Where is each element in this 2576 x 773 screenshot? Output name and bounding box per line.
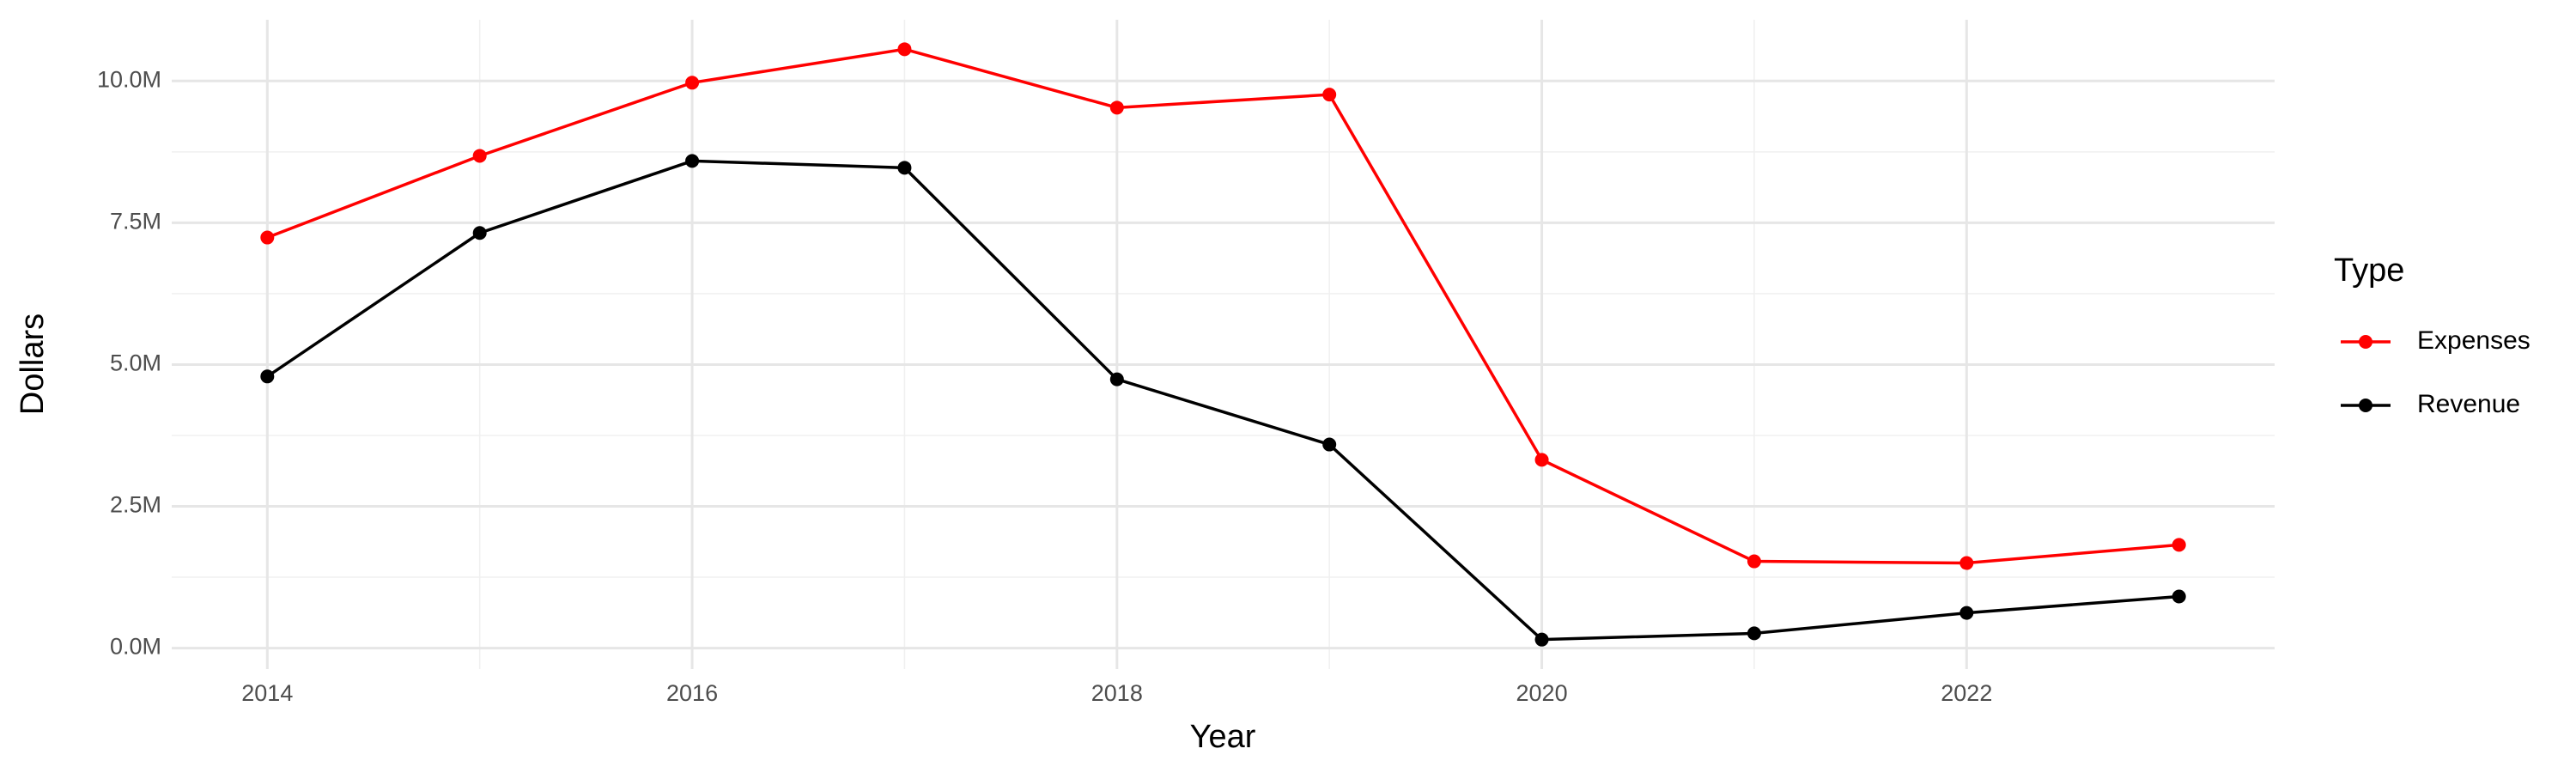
- data-point: [1959, 556, 1974, 570]
- data-point: [1959, 606, 1974, 620]
- x-tick-label: 2020: [1516, 680, 1568, 706]
- data-point: [472, 149, 487, 163]
- series-line: [266, 159, 2179, 642]
- data-point: [1534, 453, 1549, 467]
- data-point: [1534, 632, 1549, 647]
- legend-point: [2359, 399, 2372, 412]
- y-tick-label: 5.0M: [110, 350, 161, 376]
- data-point: [2172, 589, 2186, 604]
- data-point: [260, 230, 275, 245]
- data-point: [897, 161, 912, 175]
- data-point: [1322, 88, 1337, 102]
- data-point: [1747, 626, 1761, 641]
- x-tick-label: 2016: [666, 680, 718, 706]
- data-point: [897, 42, 912, 57]
- y-tick-label: 7.5M: [110, 208, 161, 234]
- data-point: [1322, 437, 1337, 452]
- data-point: [260, 369, 275, 384]
- data-point: [1109, 100, 1124, 115]
- x-axis-title: Year: [1190, 719, 1256, 755]
- x-tick-label: 2022: [1941, 680, 1992, 706]
- legend-label: Expenses: [2417, 326, 2530, 355]
- y-tick-label: 0.0M: [110, 634, 161, 660]
- legend-point: [2359, 335, 2372, 349]
- data-point: [1109, 372, 1124, 386]
- y-tick-label: 2.5M: [110, 492, 161, 518]
- y-tick-label: 10.0M: [97, 66, 161, 92]
- data-point: [685, 76, 700, 90]
- data-point: [2172, 538, 2186, 552]
- data-point: [472, 226, 487, 240]
- series-line: [266, 47, 2179, 565]
- data-point: [685, 154, 700, 168]
- x-tick-label: 2018: [1091, 680, 1143, 706]
- legend-title: Type: [2334, 253, 2404, 289]
- y-axis-title: Dollars: [15, 313, 51, 415]
- x-tick-label: 2014: [241, 680, 293, 706]
- data-point: [1747, 554, 1761, 569]
- legend-label: Revenue: [2417, 390, 2520, 418]
